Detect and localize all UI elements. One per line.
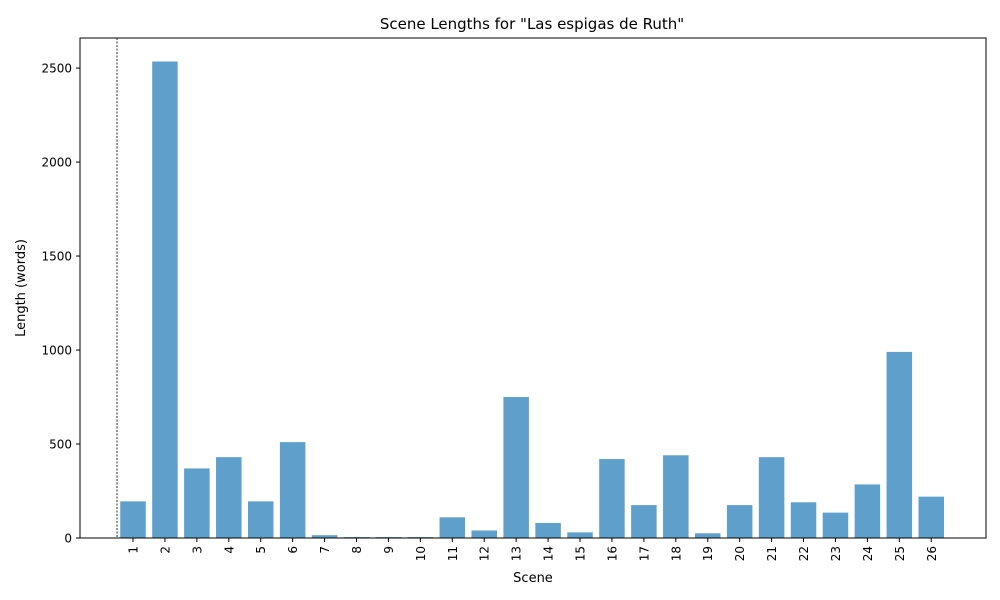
- bar-scene-2: [152, 61, 178, 538]
- bar-scene-11: [439, 517, 466, 538]
- y-axis-title: Length (words): [14, 239, 29, 337]
- x-tick-label: 11: [446, 546, 460, 561]
- y-tick-label: 2000: [41, 156, 72, 170]
- x-tick-label: 19: [701, 546, 715, 561]
- bar-scene-5: [247, 501, 274, 538]
- x-tick-label: 25: [893, 546, 907, 561]
- bar-scene-18: [663, 455, 689, 538]
- x-tick-label: 7: [318, 546, 332, 554]
- x-tick-label: 23: [829, 546, 843, 561]
- x-tick-label: 5: [254, 546, 268, 554]
- bar-scene-22: [790, 502, 817, 538]
- chart-title: Scene Lengths for "Las espigas de Ruth": [380, 15, 684, 33]
- x-tick-label: 3: [190, 546, 204, 554]
- x-tick-label: 26: [925, 546, 939, 561]
- bar-scene-17: [631, 505, 657, 538]
- bar-scene-6: [279, 442, 306, 538]
- bar-scene-19: [694, 533, 721, 538]
- x-tick-label: 2: [158, 546, 172, 554]
- x-tick-label: 4: [222, 546, 236, 554]
- plot-frame: [79, 37, 987, 539]
- bar-scene-7: [311, 535, 338, 538]
- bar-scene-26: [918, 496, 944, 538]
- y-tick-label: 1500: [41, 250, 72, 264]
- x-tick-label: 22: [797, 546, 811, 561]
- bar-scene-1: [120, 501, 146, 538]
- bar-scene-21: [758, 457, 785, 538]
- x-axis: 1 2 3 4 5 6 7 8 9 10 11 12 13 14 15 16 17 18 19 20 21 22 23 24 2…: [127, 538, 939, 561]
- x-tick-label: 16: [605, 546, 619, 561]
- x-tick-label: 14: [542, 546, 556, 561]
- bars-group: [120, 61, 944, 538]
- bar-scene-3: [184, 468, 210, 538]
- x-tick-label: 8: [350, 546, 364, 554]
- x-tick-label: 15: [574, 546, 588, 561]
- y-tick-label: 500: [49, 438, 72, 452]
- bar-scene-4: [216, 457, 242, 538]
- x-axis-title: Scene: [513, 571, 553, 586]
- x-tick-label: 9: [382, 546, 396, 554]
- bar-scene-16: [599, 459, 625, 538]
- bar-scene-24: [854, 484, 881, 538]
- bar-scene-20: [726, 505, 753, 538]
- x-tick-label: 24: [861, 546, 875, 561]
- x-tick-label: 12: [478, 546, 492, 561]
- y-tick-label: 2500: [41, 62, 72, 76]
- x-tick-label: 13: [510, 546, 524, 561]
- x-tick-label: 20: [733, 546, 747, 561]
- y-tick-label: 1000: [41, 344, 72, 358]
- bar-scene-12: [471, 530, 497, 538]
- x-tick-label: 18: [669, 546, 683, 561]
- x-tick-label: 10: [414, 546, 428, 561]
- y-axis: 0 500 1000 1500 2000 2500: [41, 62, 80, 546]
- x-tick-label: 1: [127, 546, 141, 554]
- bar-scene-23: [822, 512, 849, 538]
- bar-scene-15: [567, 532, 593, 538]
- x-tick-label: 6: [286, 546, 300, 554]
- bar-scene-13: [503, 397, 529, 538]
- bar-scene-25: [886, 351, 913, 538]
- y-tick-label: 0: [64, 532, 72, 546]
- x-tick-label: 17: [637, 546, 651, 561]
- x-tick-label: 21: [765, 546, 779, 561]
- bar-scene-14: [535, 522, 561, 538]
